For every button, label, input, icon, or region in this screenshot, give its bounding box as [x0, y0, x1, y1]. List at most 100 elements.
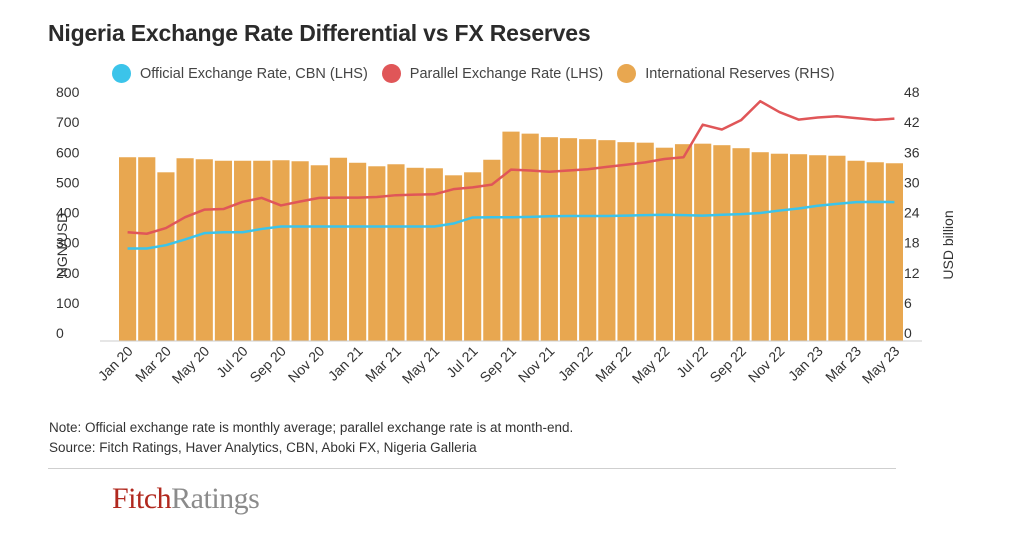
y-right-tick-label: 30 — [904, 174, 920, 190]
x-tick-label: May 22 — [629, 343, 673, 387]
reserves-bar — [559, 138, 578, 341]
reserves-bar — [176, 158, 194, 341]
y-right-tick-label: 24 — [904, 205, 920, 221]
x-tick-label: Jul 21 — [443, 343, 481, 381]
reserves-bar — [732, 148, 750, 341]
y-left-tick-label: 100 — [56, 295, 80, 311]
fitch-ratings-logo: FitchRatings — [112, 482, 260, 516]
x-tick-label: May 20 — [169, 343, 213, 387]
reserves-bar — [502, 131, 520, 341]
logo-fitch: Fitch — [112, 482, 172, 515]
x-tick-label: Jan 22 — [555, 343, 596, 384]
chart-plot: 0 100 200 300 400 500 600 700 800 0 6 12 18 24 30 36 42 4… — [54, 84, 956, 387]
reserves-bar — [444, 175, 463, 341]
reserves-bar — [291, 161, 309, 341]
y-left-tick-label: 700 — [56, 114, 80, 130]
reserves-bar — [713, 145, 731, 341]
x-tick-label: Jan 20 — [95, 343, 136, 384]
x-tick-label: Jan 21 — [325, 343, 366, 384]
reserves-bar — [464, 172, 482, 341]
x-tick-label: May 23 — [859, 343, 903, 387]
y-right-tick-label: 42 — [904, 114, 920, 130]
y-right-tick-label: 6 — [904, 295, 912, 311]
reserves-bar — [751, 152, 769, 341]
note-line: Note: Official exchange rate is monthly … — [49, 420, 574, 435]
reserves-bar — [272, 160, 290, 341]
reserves-bar — [119, 157, 137, 341]
reserves-bar — [329, 157, 348, 341]
legend-marker-reserves — [617, 64, 637, 83]
y-right-tick-label: 48 — [904, 84, 920, 100]
reserves-bar — [617, 142, 635, 341]
reserves-bar — [866, 162, 884, 341]
y-left-tick-label: 500 — [56, 174, 80, 190]
reserves-bar — [789, 154, 808, 341]
x-tick-label: Mar 22 — [592, 343, 634, 385]
reserves-bar — [694, 143, 712, 341]
legend-item-official[interactable]: Official Exchange Rate, CBN (LHS) — [112, 64, 368, 83]
reserves-bar — [349, 162, 367, 341]
legend-marker-parallel — [381, 64, 401, 83]
y-right-tick-label: 18 — [904, 235, 920, 251]
x-tick-label: May 21 — [399, 343, 443, 387]
footer-divider — [48, 468, 896, 469]
y-left-axis-title: NGN/USD — [54, 213, 70, 278]
legend-item-reserves[interactable]: International Reserves (RHS) — [617, 64, 835, 83]
reserves-bar — [157, 172, 175, 341]
reserves-bar — [828, 155, 846, 341]
reserves-bar — [234, 160, 252, 341]
y-left-tick-label: 600 — [56, 144, 80, 160]
reserves-bar — [368, 166, 386, 341]
x-tick-label: Jul 22 — [673, 343, 711, 381]
x-tick-label: Sep 22 — [706, 343, 749, 386]
x-tick-label: Mar 23 — [822, 343, 864, 385]
reserves-bar — [847, 160, 865, 341]
legend-label-official: Official Exchange Rate, CBN (LHS) — [140, 65, 368, 82]
reserves-bar — [387, 164, 405, 341]
reserves-bar — [425, 168, 443, 341]
y-right-tick-label: 12 — [904, 265, 920, 281]
official-rate-line — [127, 200, 895, 250]
reserves-bar — [540, 137, 558, 341]
reserves-bar — [770, 153, 788, 341]
y-left-tick-label: 400 — [56, 205, 80, 221]
source-line: Source: Fitch Ratings, Haver Analytics, … — [49, 440, 477, 455]
reserves-bar — [674, 144, 693, 341]
x-tick-label: Nov 20 — [285, 343, 328, 386]
reserves-bar — [521, 133, 539, 341]
y-left-tick-label: 800 — [56, 84, 80, 100]
reserves-bar — [406, 167, 424, 341]
reserves-bar — [214, 160, 233, 341]
chart-title: Nigeria Exchange Rate Differential vs FX… — [48, 20, 591, 46]
y-right-axis-title: USD billion — [940, 210, 956, 279]
reserves-bar — [885, 163, 903, 341]
legend-label-reserves: International Reserves (RHS) — [645, 65, 835, 82]
logo-ratings: Ratings — [171, 482, 260, 515]
legend-item-parallel[interactable]: Parallel Exchange Rate (LHS) — [381, 64, 604, 83]
x-tick-label: Nov 21 — [515, 343, 558, 386]
chart-legend: Official Exchange Rate, CBN (LHS) Parall… — [112, 64, 849, 83]
parallel-rate-line — [127, 99, 895, 235]
x-tick-label: Nov 22 — [745, 343, 788, 386]
y-left-tick-label: 200 — [56, 265, 80, 281]
x-tick-label: Sep 20 — [246, 343, 289, 386]
reserves-bar — [310, 165, 328, 341]
reserves-bar — [636, 142, 654, 341]
reserves-bar — [655, 147, 673, 341]
legend-label-parallel: Parallel Exchange Rate (LHS) — [409, 65, 604, 82]
reserves-bar — [809, 155, 827, 341]
reserves-bar — [579, 139, 597, 341]
reserves-bar — [195, 159, 213, 341]
x-tick-label: Jul 20 — [213, 343, 251, 381]
y-right-tick-label: 36 — [904, 144, 920, 160]
y-left-tick-label: 300 — [56, 235, 80, 251]
reserves-bar — [253, 160, 271, 341]
x-tick-label: Mar 21 — [362, 343, 404, 385]
legend-marker-official — [112, 64, 131, 83]
chart-note: Note: Official exchange rate is monthly … — [49, 418, 573, 458]
y-right-tick-label: 0 — [904, 325, 912, 341]
reserves-bar — [598, 140, 616, 341]
x-tick-label: Jan 23 — [785, 343, 826, 384]
x-tick-label: Mar 20 — [132, 343, 174, 385]
y-left-tick-label: 0 — [56, 325, 64, 341]
